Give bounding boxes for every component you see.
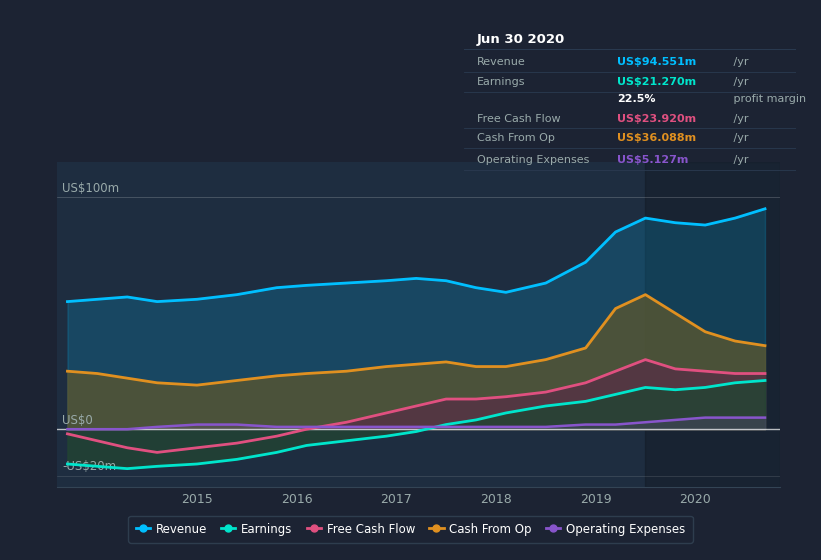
Text: Revenue: Revenue bbox=[477, 57, 526, 67]
Text: /yr: /yr bbox=[730, 155, 749, 165]
Text: /yr: /yr bbox=[730, 133, 749, 143]
Text: 22.5%: 22.5% bbox=[617, 94, 655, 104]
Legend: Revenue, Earnings, Free Cash Flow, Cash From Op, Operating Expenses: Revenue, Earnings, Free Cash Flow, Cash … bbox=[128, 516, 693, 543]
Text: US$94.551m: US$94.551m bbox=[617, 57, 696, 67]
Bar bbox=[645, 162, 780, 487]
Text: profit margin: profit margin bbox=[730, 94, 806, 104]
Text: US$23.920m: US$23.920m bbox=[617, 114, 696, 124]
Text: Free Cash Flow: Free Cash Flow bbox=[477, 114, 561, 124]
Text: Cash From Op: Cash From Op bbox=[477, 133, 555, 143]
Text: /yr: /yr bbox=[730, 57, 749, 67]
Text: -US$20m: -US$20m bbox=[62, 460, 117, 473]
Text: Earnings: Earnings bbox=[477, 77, 525, 87]
Text: /yr: /yr bbox=[730, 77, 749, 87]
Text: US$36.088m: US$36.088m bbox=[617, 133, 696, 143]
Text: Jun 30 2020: Jun 30 2020 bbox=[477, 34, 566, 46]
Text: US$21.270m: US$21.270m bbox=[617, 77, 696, 87]
Text: /yr: /yr bbox=[730, 114, 749, 124]
Text: US$5.127m: US$5.127m bbox=[617, 155, 688, 165]
Text: US$100m: US$100m bbox=[62, 182, 120, 195]
Text: Operating Expenses: Operating Expenses bbox=[477, 155, 589, 165]
Text: US$0: US$0 bbox=[62, 414, 94, 427]
